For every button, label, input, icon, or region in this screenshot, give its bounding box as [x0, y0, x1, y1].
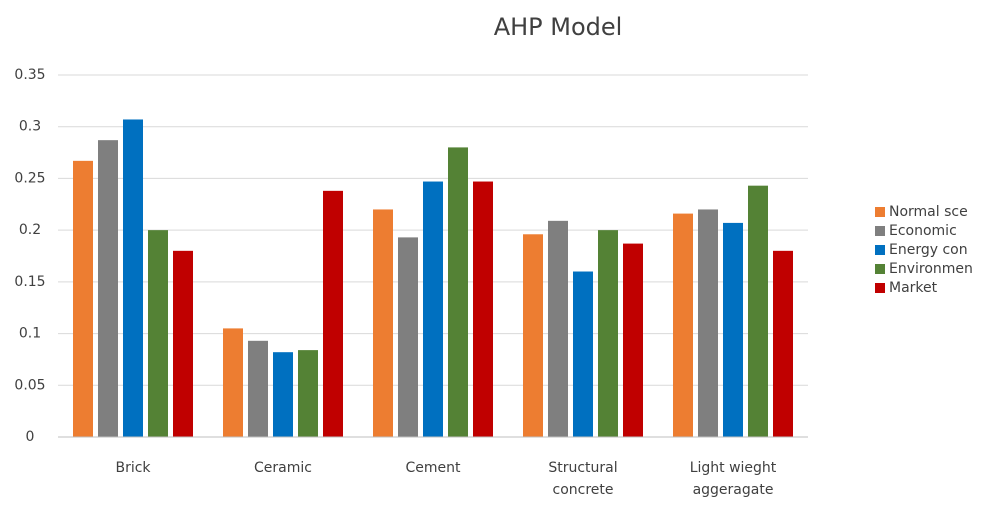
legend-label: Environmen: [889, 261, 973, 277]
y-tick-label: 0.3: [19, 119, 41, 135]
legend-label: Normal sce: [889, 204, 968, 220]
bar: [748, 185, 768, 437]
y-tick-label: 0.35: [14, 67, 45, 83]
bar: [73, 160, 93, 438]
legend-label: Market: [889, 280, 938, 296]
bar: [773, 250, 793, 437]
bar: [148, 230, 168, 437]
legend-swatch: [875, 245, 885, 255]
bar: [698, 209, 718, 437]
bar: [298, 350, 318, 437]
legend-swatch: [875, 264, 885, 274]
bar: [523, 234, 543, 437]
legend-swatch: [875, 226, 885, 236]
bar: [548, 220, 568, 437]
x-tick-label: Ceramic: [254, 460, 312, 476]
bar: [573, 271, 593, 437]
bar: [623, 243, 643, 437]
bar: [723, 222, 743, 437]
y-tick-label: 0.15: [14, 274, 45, 290]
bar: [173, 250, 193, 437]
chart-title: AHP Model: [494, 13, 623, 41]
bar: [323, 190, 343, 437]
bar: [373, 209, 393, 437]
legend-swatch: [875, 207, 885, 217]
y-tick-label: 0.2: [19, 222, 41, 238]
y-tick-label: 0.1: [19, 326, 41, 342]
bar: [123, 119, 143, 437]
bar: [598, 230, 618, 437]
legend-label: Energy con: [889, 242, 968, 258]
y-tick-label: 0.05: [14, 377, 45, 393]
bar: [273, 352, 293, 437]
legend-label: Economic: [889, 223, 957, 239]
x-tick-label: Brick: [115, 460, 151, 476]
x-tick-label: Structural concrete: [548, 460, 618, 498]
bar: [98, 140, 118, 437]
bar: [423, 181, 443, 437]
bar: [248, 340, 268, 437]
x-tick-label: Cement: [405, 460, 461, 476]
y-tick-label: 0.25: [14, 170, 45, 186]
bar: [398, 237, 418, 437]
bar: [473, 181, 493, 437]
x-tick-label: Light wieght aggeragate: [689, 460, 777, 498]
legend-swatch: [875, 283, 885, 293]
bar: [673, 213, 693, 437]
y-tick-label: 0: [26, 429, 35, 445]
bar: [448, 147, 468, 437]
bar: [223, 328, 243, 437]
